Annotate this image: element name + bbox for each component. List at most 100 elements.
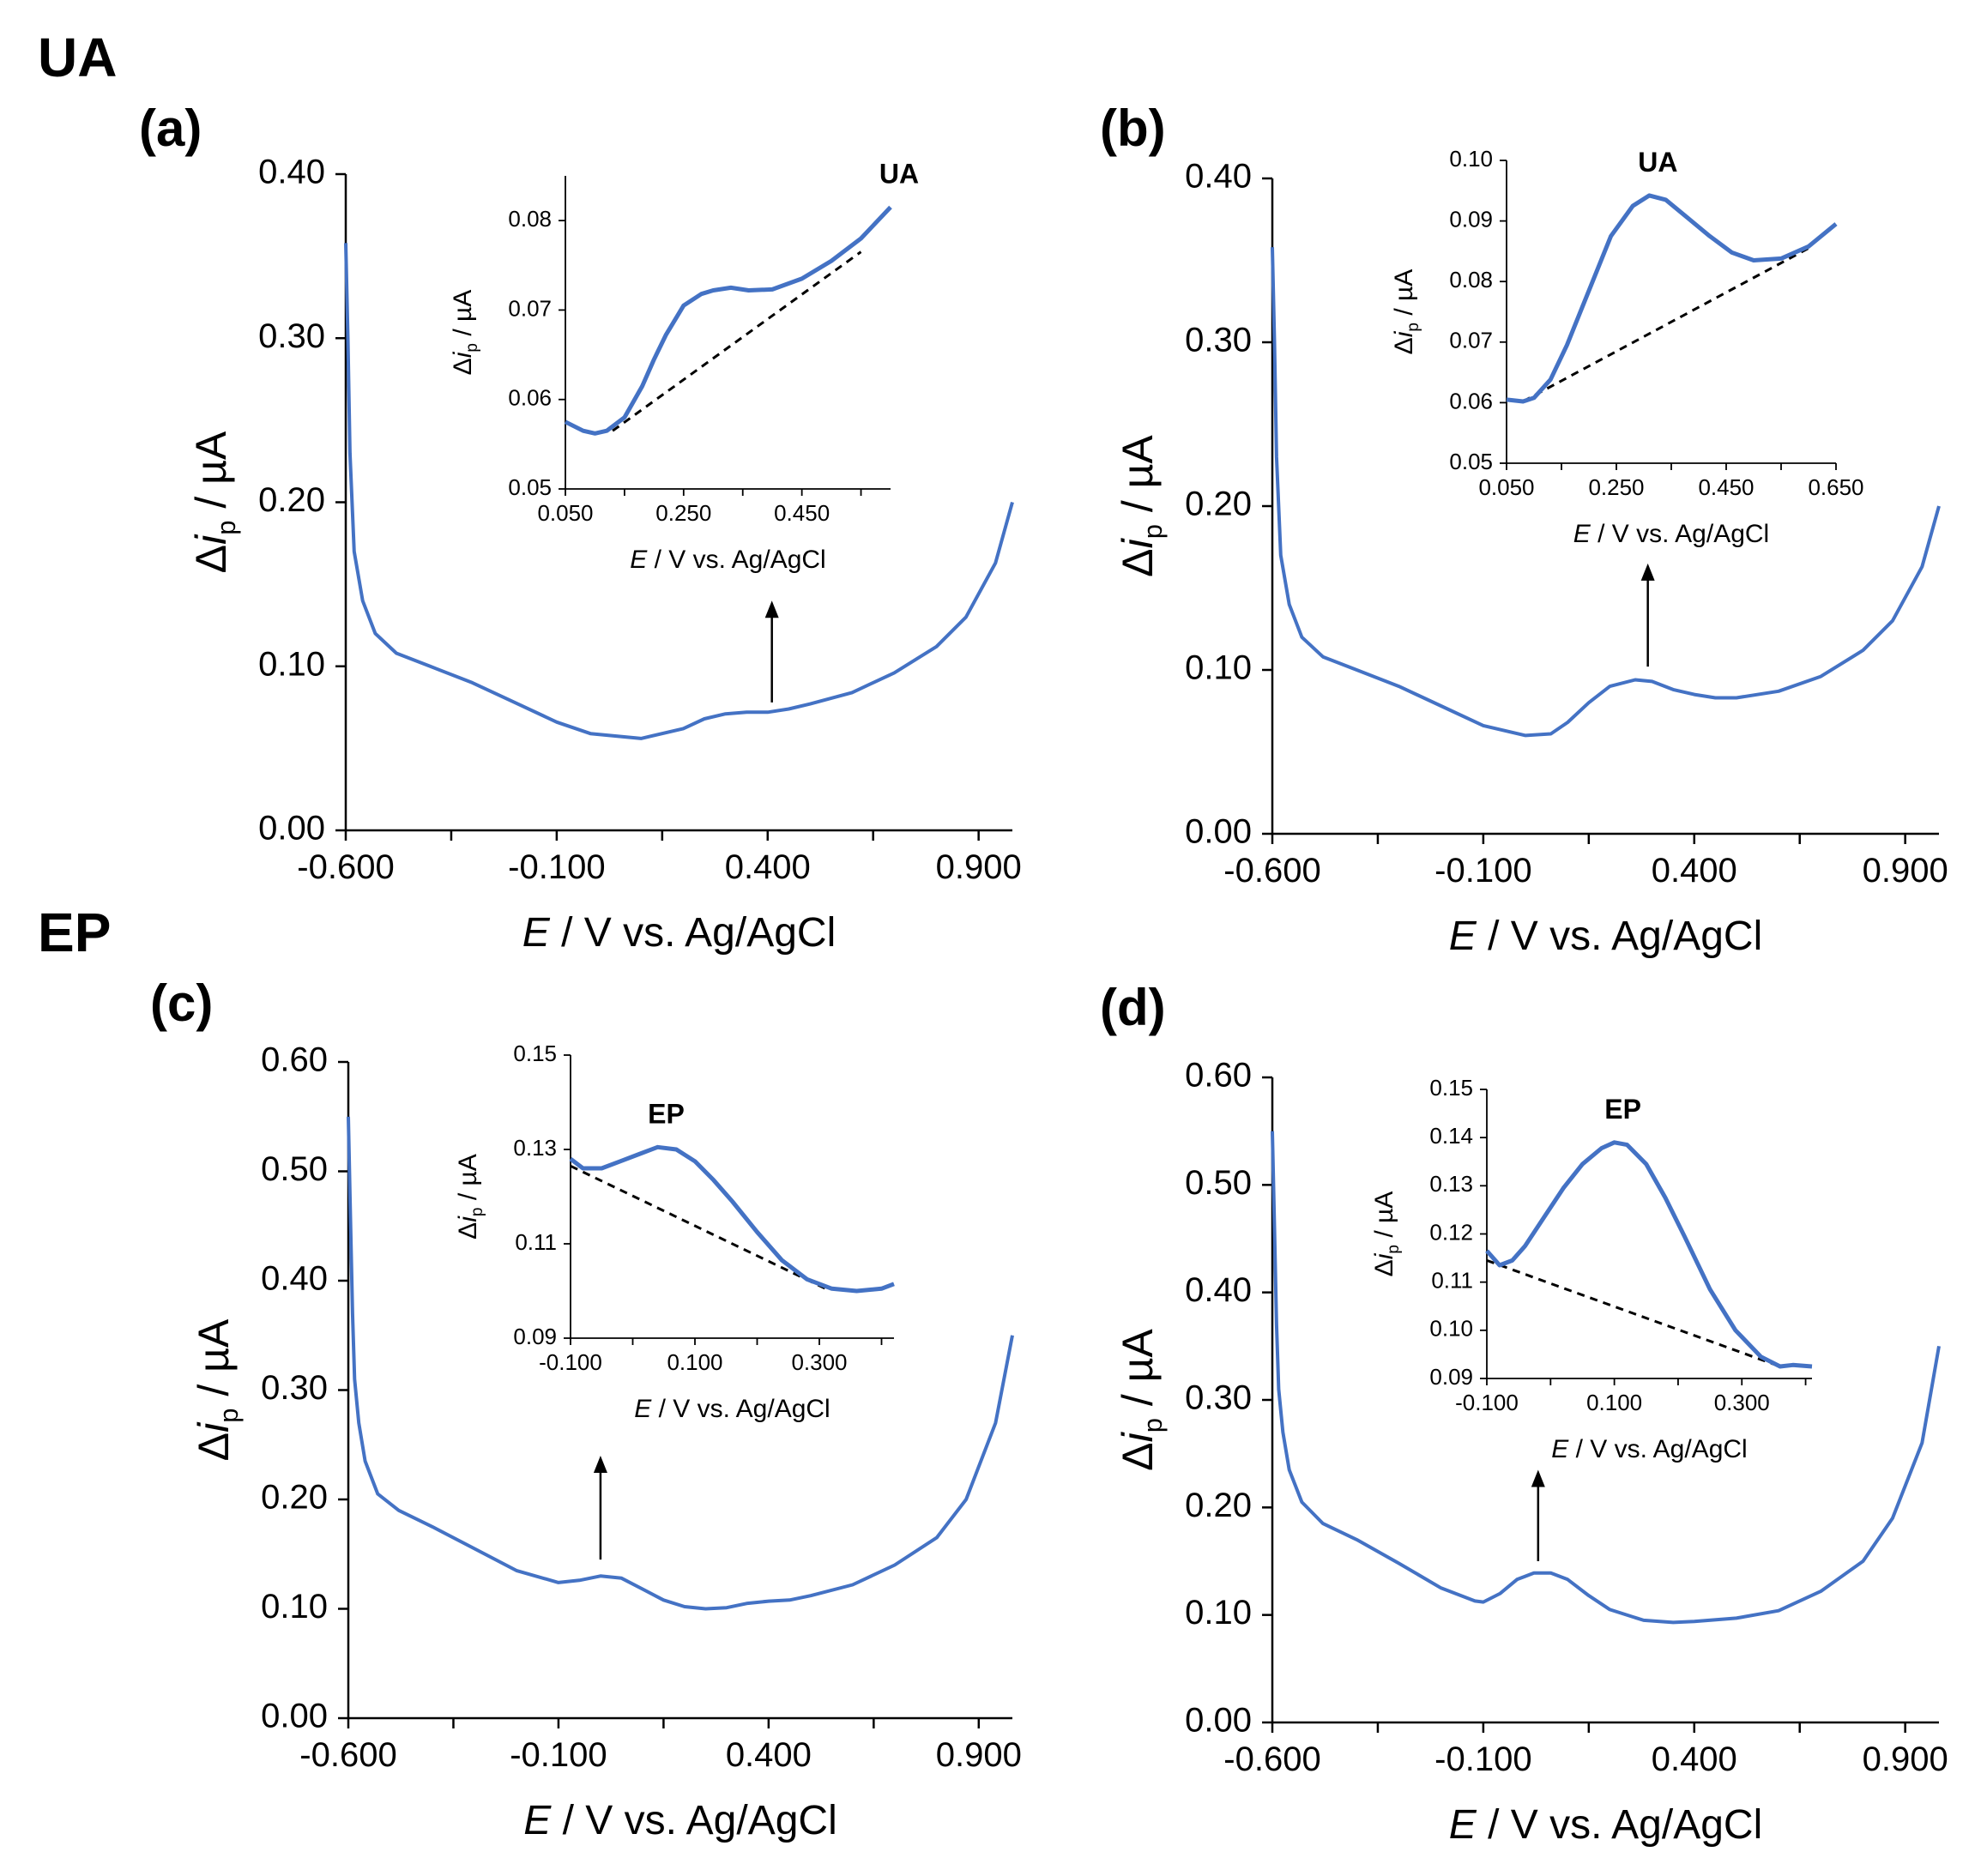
- panel-d-inset-series-line: [1485, 1140, 1813, 1369]
- panel-b-inset-y-tick-label: 0.08: [1449, 267, 1493, 293]
- panel-a-series-line: [344, 243, 1014, 740]
- panel-a-y-tick-label: 0.30: [258, 317, 325, 355]
- panel-a-inset-y-tick-label: 0.07: [508, 295, 552, 321]
- panel-c-series-line: [347, 1116, 1014, 1611]
- panel-c-y-tick-label: 0.50: [261, 1150, 328, 1188]
- panel-d-y-tick-label: 0.60: [1185, 1057, 1252, 1095]
- panel-d-inset-y-tick-label: 0.11: [1431, 1268, 1473, 1294]
- panel-b-inset-x-axis-title: E / V vs. Ag/AgCl: [1573, 520, 1769, 548]
- section-label-ep: EP: [38, 902, 112, 963]
- panel-c-inset-x-tick-label: 0.100: [667, 1349, 722, 1375]
- panel-c-label: (c): [150, 974, 213, 1032]
- panel-b-inset-baseline: [1522, 247, 1809, 403]
- panel-b-inset-y-tick-label: 0.09: [1449, 206, 1493, 232]
- panel-a-y-tick-label: 0.20: [258, 481, 325, 519]
- panel-d-y-tick-label: 0.40: [1185, 1271, 1252, 1309]
- panel-c-inset-y-axis-title: Δip / µA: [454, 1154, 486, 1240]
- panel-b-inset-y-tick-label: 0.06: [1449, 388, 1493, 413]
- panel-a-y-tick-label: 0.40: [258, 154, 325, 191]
- panel-d-inset-y-axis-title: Δip / µA: [1370, 1191, 1403, 1277]
- panel-b-series-line: [1271, 247, 1941, 738]
- panel-a-x-tick-label: -0.100: [508, 848, 605, 886]
- panel-b-label: (b): [1100, 100, 1166, 157]
- panel-d-series-line: [1271, 1131, 1941, 1625]
- panel-c-inset-y-tick-label: 0.09: [513, 1324, 557, 1349]
- panel-d-arrow-head: [1531, 1469, 1545, 1487]
- panel-c-y-tick-label: 0.30: [261, 1369, 328, 1407]
- panel-c-y-axis-title: Δip / µA: [190, 1318, 244, 1461]
- panel-a-y-tick-label: 0.10: [258, 645, 325, 683]
- panel-d-inset-y-tick-label: 0.09: [1429, 1364, 1473, 1390]
- panel-c-x-tick-label: -0.100: [510, 1736, 607, 1774]
- section-label-ua: UA: [38, 27, 118, 88]
- panel-d-x-tick-label: -0.100: [1434, 1740, 1531, 1778]
- panel-d-inset-y-tick-label: 0.15: [1429, 1075, 1473, 1101]
- panel-d-inset-title: EP: [1604, 1094, 1641, 1125]
- panel-a-inset-x-tick-label: 0.450: [774, 500, 830, 526]
- panel-d-inset-y-tick-label: 0.13: [1429, 1171, 1473, 1197]
- panel-b-inset-y-tick-label: 0.07: [1449, 328, 1493, 353]
- panel-a-inset-baseline: [612, 250, 862, 432]
- panel-c-inset-x-tick-label: 0.300: [791, 1349, 847, 1375]
- panel-d-inset-y-tick-label: 0.14: [1429, 1123, 1473, 1149]
- panel-d-inset-y-tick-label: 0.10: [1429, 1316, 1473, 1342]
- panel-c-inset-y-tick-label: 0.13: [513, 1135, 557, 1161]
- panel-b-x-axis-title: E / V vs. Ag/AgCl: [1449, 914, 1762, 959]
- panel-d-inset-x-axis-title: E / V vs. Ag/AgCl: [1551, 1435, 1747, 1463]
- panel-c-inset-y-tick-label: 0.11: [515, 1229, 557, 1255]
- panel-d-y-tick-label: 0.50: [1185, 1164, 1252, 1202]
- panel-c-x-tick-label: 0.400: [726, 1736, 812, 1774]
- panel-d-x-tick-label: 0.900: [1863, 1740, 1948, 1778]
- panel-c-arrow-head: [593, 1456, 607, 1473]
- panel-d-inset-x-tick-label: 0.100: [1586, 1390, 1642, 1415]
- panel-b-y-tick-label: 0.30: [1185, 322, 1252, 359]
- panel-d-inset-baseline: [1486, 1258, 1781, 1368]
- panel-b-inset-y-tick-label: 0.10: [1449, 146, 1493, 172]
- panel-a-inset-y-tick-label: 0.06: [508, 385, 552, 411]
- panel-d-x-tick-label: 0.400: [1652, 1740, 1737, 1778]
- panel-c-inset-x-tick-label: -0.100: [539, 1349, 602, 1375]
- panel-d-y-tick-label: 0.10: [1185, 1594, 1252, 1632]
- panel-b-inset-title: UA: [1638, 147, 1677, 178]
- panel-a-inset-x-tick-label: 0.250: [655, 500, 711, 526]
- panel-d-inset-x-tick-label: 0.300: [1714, 1390, 1770, 1415]
- panel-a-inset-x-tick-label: 0.050: [537, 500, 593, 526]
- panel-b-arrow-head: [1640, 563, 1655, 581]
- panel-c-inset-y-tick-label: 0.15: [513, 1041, 557, 1066]
- panel-a-inset-series-line: [564, 205, 892, 436]
- panel-a-inset-x-axis-title: E / V vs. Ag/AgCl: [630, 546, 825, 574]
- panel-b-inset-series-line: [1506, 193, 1838, 404]
- panel-a-x-axis-title: E / V vs. Ag/AgCl: [522, 910, 836, 956]
- panel-b-inset-y-axis-title: Δip / µA: [1390, 269, 1422, 355]
- panel-c-y-tick-label: 0.20: [261, 1479, 328, 1517]
- panel-c-inset-series-line: [569, 1144, 895, 1294]
- panel-a-inset-y-axis-title: Δip / µA: [449, 290, 481, 376]
- panel-b-x-tick-label: 0.900: [1863, 852, 1948, 890]
- panel-d-inset-x-tick-label: -0.100: [1455, 1390, 1519, 1415]
- panel-c-inset-baseline: [570, 1164, 826, 1290]
- panel-b-inset-x-tick-label: 0.250: [1588, 474, 1644, 500]
- panel-a-inset-y-tick-label: 0.05: [508, 474, 552, 500]
- panel-a-x-tick-label: 0.400: [725, 848, 811, 886]
- panel-d-label: (d): [1100, 979, 1166, 1036]
- panel-a-y-tick-label: 0.00: [258, 810, 325, 848]
- panel-d-y-tick-label: 0.00: [1185, 1702, 1252, 1740]
- panel-a-y-axis-title: Δip / µA: [187, 431, 241, 573]
- panel-b-x-tick-label: -0.100: [1434, 852, 1531, 890]
- panel-d-x-tick-label: -0.600: [1223, 1740, 1320, 1778]
- panel-c-inset-title: EP: [648, 1098, 685, 1129]
- panel-b-inset-y-tick-label: 0.05: [1449, 449, 1493, 474]
- panel-d-y-axis-title: Δip / µA: [1114, 1329, 1168, 1471]
- panel-c-x-tick-label: -0.600: [299, 1736, 396, 1774]
- panel-c-x-axis-title: E / V vs. Ag/AgCl: [523, 1798, 836, 1843]
- panel-b-x-tick-label: -0.600: [1223, 852, 1320, 890]
- panel-a-x-tick-label: 0.900: [936, 848, 1022, 886]
- panel-b-inset-x-tick-label: 0.050: [1478, 474, 1534, 500]
- panel-a-inset-y-tick-label: 0.08: [508, 206, 552, 232]
- panel-a-inset-title: UA: [879, 159, 919, 190]
- panel-b-y-tick-label: 0.20: [1185, 486, 1252, 523]
- panel-d-inset-y-tick-label: 0.12: [1429, 1219, 1473, 1245]
- panel-c-y-tick-label: 0.10: [261, 1588, 328, 1626]
- panel-c-inset-x-axis-title: E / V vs. Ag/AgCl: [634, 1395, 830, 1423]
- panel-b-y-tick-label: 0.10: [1185, 649, 1252, 687]
